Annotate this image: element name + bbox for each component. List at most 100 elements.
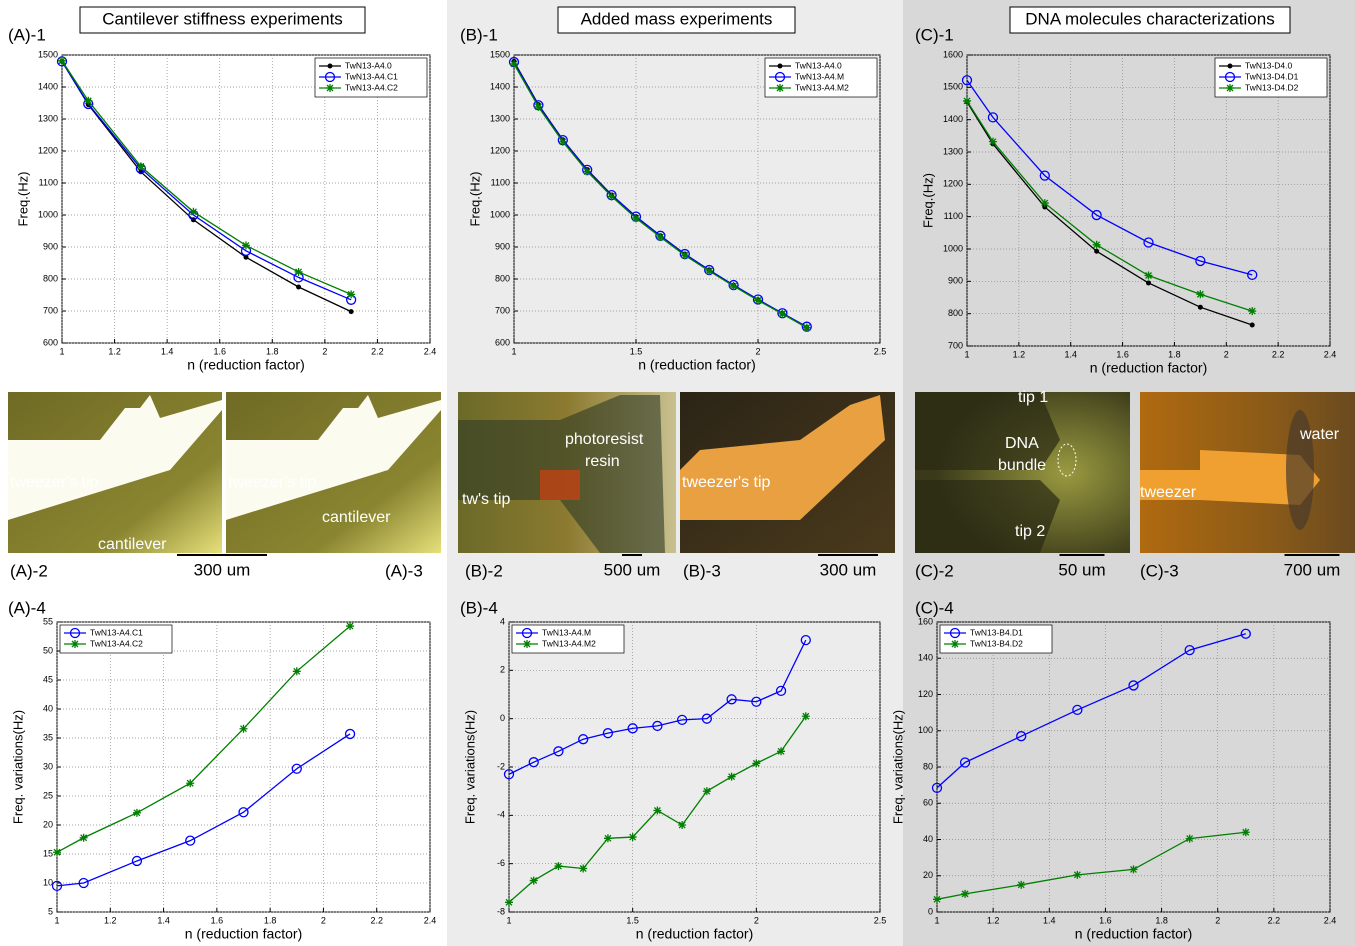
marker <box>528 757 539 768</box>
marker <box>1144 271 1153 280</box>
photo-annotation: DNA <box>1005 435 1039 452</box>
chart-label: (C)-4 <box>915 598 954 617</box>
legend-label: TwN13-B4.D1 <box>970 627 1023 637</box>
x-tick-label: 1.4 <box>161 346 174 356</box>
x-axis-label: n (reduction factor) <box>1090 360 1208 376</box>
glow <box>540 470 580 500</box>
x-tick-label: 1.4 <box>1043 915 1056 925</box>
y-tick-label: 600 <box>43 337 58 347</box>
legend-label: TwN13-A4.0 <box>345 60 392 70</box>
photo-label: (A)-3 <box>385 561 423 580</box>
y-tick-label: 35 <box>43 732 53 742</box>
marker <box>933 895 941 904</box>
x-tick-label: 2.4 <box>1324 915 1337 925</box>
series-line <box>508 639 807 775</box>
legend-label: TwN13-A4.M <box>795 71 844 81</box>
y-tick-label: -6 <box>497 858 505 868</box>
marker <box>1091 209 1102 221</box>
x-tick-label: 2.2 <box>370 915 383 925</box>
x-tick-label: 2.2 <box>371 346 384 356</box>
tweezer-shape <box>8 395 222 520</box>
legend-label: TwN13-A4.M <box>542 627 591 637</box>
marker <box>534 102 543 111</box>
x-axis-label: n (reduction factor) <box>1075 926 1193 942</box>
marker <box>1247 269 1258 281</box>
marker <box>777 747 786 756</box>
x-tick-label: 1 <box>506 915 511 925</box>
y-tick-label: 1000 <box>490 209 510 219</box>
marker <box>774 71 786 83</box>
x-tick-label: 1.2 <box>108 346 121 356</box>
chart: 5 10 15 20 25 30 35 40 45 50 55 1 1.2 1.4 1.6 1.8 2 2.2 2.… <box>8 598 436 941</box>
x-tick-label: 2.4 <box>1324 349 1337 359</box>
y-tick-label: 800 <box>495 273 510 283</box>
marker <box>1092 240 1101 249</box>
x-tick-label: 1.8 <box>266 346 279 356</box>
marker <box>327 63 333 69</box>
x-axis-label: n (reduction factor) <box>636 926 754 942</box>
chart: -8 -6 -4 -2 0 2 4 1 1.5 2 2.5 n (reduction factor) F… <box>460 598 886 941</box>
marker <box>705 267 714 275</box>
x-tick-label: 1.2 <box>104 915 117 925</box>
series-line <box>56 733 351 887</box>
title-box <box>79 6 366 34</box>
legend-label: TwN13-A4.M2 <box>795 82 849 92</box>
photo-annotation: water <box>1299 426 1340 443</box>
y-tick-label: 1400 <box>943 114 963 124</box>
y-tick-label: 1500 <box>490 49 510 59</box>
marker <box>988 137 997 146</box>
y-tick-label: 800 <box>43 273 58 283</box>
marker <box>802 323 811 332</box>
marker <box>51 880 63 892</box>
marker <box>1249 322 1255 328</box>
legend-label: TwN13-A4.M2 <box>542 638 596 648</box>
marker <box>58 56 66 65</box>
marker <box>292 667 301 676</box>
y-tick-label: 30 <box>43 761 53 771</box>
marker <box>1129 865 1138 874</box>
marker <box>189 207 198 216</box>
photo-annotation: tweezer <box>1140 484 1197 501</box>
series-line <box>936 633 1246 789</box>
marker <box>603 834 612 843</box>
marker <box>1072 704 1083 716</box>
photo-annotation: tweezer's tip <box>682 474 771 491</box>
y-axis-label: Freq. variations(Hz) <box>10 710 25 824</box>
marker <box>726 694 737 705</box>
legend-label: TwN13-A4.0 <box>795 60 842 70</box>
tweezer-shape <box>226 395 441 520</box>
scale-label: 50 um <box>1058 560 1105 579</box>
marker <box>348 309 354 315</box>
marker <box>523 640 531 648</box>
marker <box>84 96 93 105</box>
y-tick-label: -8 <box>497 906 505 916</box>
y-tick-label: 80 <box>923 761 933 771</box>
marker <box>346 622 355 631</box>
marker <box>296 284 302 290</box>
marker <box>558 137 567 146</box>
marker <box>521 627 533 639</box>
x-tick-label: 1 <box>934 915 939 925</box>
y-tick-label: 1100 <box>39 177 58 187</box>
x-tick-label: 2 <box>755 346 760 356</box>
y-tick-label: 50 <box>43 645 53 655</box>
chart: 600 700 800 900 1000 1100 1200 1300 1400 1500 1 1.2… <box>8 25 436 372</box>
y-tick-label: 60 <box>923 798 933 808</box>
marker <box>607 192 616 201</box>
marker <box>1073 870 1082 879</box>
marker <box>131 855 143 867</box>
legend-label: TwN13-D4.D2 <box>1245 82 1299 92</box>
marker <box>1240 628 1251 639</box>
x-tick-label: 1.5 <box>626 915 639 925</box>
y-tick-label: 2 <box>500 665 505 675</box>
marker <box>987 112 999 123</box>
scale-label: 500 um <box>604 560 661 579</box>
x-tick-label: 1.5 <box>630 346 643 356</box>
x-tick-label: 2 <box>321 915 326 925</box>
marker <box>347 290 356 299</box>
chart-label: (A)-1 <box>8 25 46 44</box>
marker <box>1039 170 1050 181</box>
x-tick-label: 2.4 <box>424 346 437 356</box>
y-tick-label: 1200 <box>490 145 510 155</box>
marker <box>583 167 592 176</box>
